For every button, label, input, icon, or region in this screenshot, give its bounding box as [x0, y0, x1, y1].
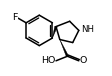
- Text: O: O: [80, 56, 87, 65]
- Text: HO: HO: [41, 56, 55, 65]
- Polygon shape: [52, 26, 57, 38]
- Polygon shape: [60, 40, 68, 57]
- Text: NH: NH: [81, 25, 94, 34]
- Text: F: F: [12, 13, 17, 22]
